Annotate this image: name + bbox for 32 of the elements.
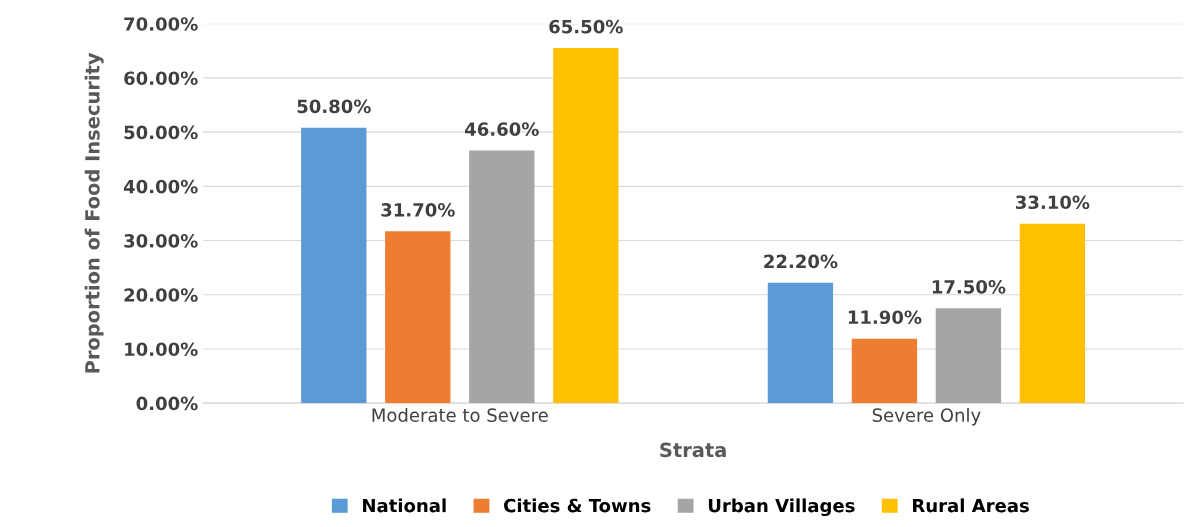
y-tick-label: 10.00% — [125, 342, 198, 357]
data-label: 17.50% — [932, 280, 1006, 294]
y-tick-label: 20.00% — [124, 288, 198, 302]
legend-label: Urban Villages — [708, 498, 855, 517]
y-axis-title: Proportion of Food Insecurity — [84, 52, 104, 373]
bar — [469, 150, 535, 404]
y-tick-label: 30.00% — [124, 234, 198, 248]
legend-label: National — [363, 498, 446, 513]
data-label: 33.10% — [1016, 195, 1090, 210]
legend-label: Rural Areas — [913, 498, 1029, 513]
bar — [851, 338, 918, 404]
bar — [1019, 223, 1086, 404]
data-label: 22.20% — [764, 254, 838, 269]
data-label: 65.50% — [549, 19, 623, 34]
y-tick-label: 50.00% — [124, 125, 198, 140]
bar — [767, 282, 834, 404]
x-axis-title: Strata — [660, 442, 726, 458]
data-label: 50.80% — [297, 99, 371, 114]
x-tick-label: Severe Only — [872, 408, 981, 426]
y-tick-label: 0.00% — [136, 396, 198, 411]
y-tick-label: 70.00% — [124, 17, 198, 31]
y-tick-label: 60.00% — [124, 71, 198, 86]
y-tick-label: 40.00% — [123, 179, 198, 194]
data-label: 31.70% — [381, 203, 455, 217]
bar — [935, 308, 1002, 404]
x-tick-label: Moderate to Severe — [372, 408, 548, 422]
bar — [301, 127, 367, 404]
bar — [385, 231, 451, 404]
data-label: 11.90% — [848, 310, 922, 325]
data-label: 46.60% — [465, 122, 539, 136]
legend-label: Cities & Towns — [504, 498, 651, 513]
bar — [553, 48, 619, 404]
